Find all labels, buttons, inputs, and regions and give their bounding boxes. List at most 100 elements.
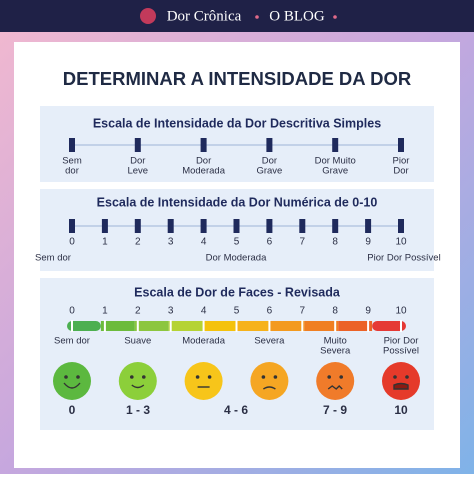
number: 9: [365, 306, 371, 317]
face: [53, 362, 91, 400]
tick: [400, 320, 402, 332]
face: [184, 362, 223, 400]
eye: [64, 375, 68, 379]
dot: [255, 15, 259, 19]
number: 3: [168, 237, 174, 248]
eye: [273, 375, 278, 379]
scale-title: Escala de Intensidade da Dor Numérica de…: [97, 195, 378, 209]
label: Sem dor: [35, 253, 71, 264]
tick: [202, 320, 205, 332]
label: Dor Muito: [315, 156, 356, 167]
scale-segment: [372, 321, 406, 331]
number: 0: [69, 306, 75, 317]
eye: [207, 375, 212, 379]
tick: [69, 219, 75, 233]
blog: O BLOG: [269, 8, 325, 24]
eye: [142, 375, 146, 379]
tick: [200, 219, 207, 233]
tick: [69, 138, 75, 152]
eye: [393, 375, 397, 379]
tick: [334, 320, 337, 332]
number: 10: [395, 306, 407, 317]
tick: [71, 320, 73, 332]
tick: [169, 320, 172, 332]
tick: [266, 138, 273, 152]
label: Dor: [196, 156, 211, 167]
face: [250, 362, 289, 400]
scale-segment: [304, 321, 339, 331]
eye: [76, 375, 80, 379]
label: Pior Dor: [384, 336, 419, 347]
scale-segment: [270, 321, 305, 331]
scale-segment: [236, 321, 271, 331]
number: 6: [267, 237, 273, 248]
tick: [332, 138, 339, 152]
number: 4: [201, 237, 207, 248]
eye: [339, 375, 344, 379]
scale-title: Escala de Dor de Faces - Revisada: [134, 285, 341, 299]
number: 7: [300, 306, 306, 317]
mouth: [263, 386, 276, 390]
tick: [134, 219, 141, 233]
label: Moderada: [182, 336, 225, 347]
header-bar: [0, 0, 474, 32]
label: Grave: [322, 166, 348, 177]
label: Sem dor: [54, 336, 90, 347]
tick: [235, 320, 238, 332]
tick: [332, 219, 339, 233]
tick: [398, 219, 404, 233]
label: Dor: [393, 166, 408, 177]
tick: [301, 320, 304, 332]
title: DETERMINAR A INTENSIDADE DA DOR: [63, 68, 411, 89]
label: Dor: [130, 156, 145, 167]
mouth: [131, 384, 145, 389]
panel: [40, 106, 434, 182]
mouth: [63, 382, 81, 389]
tick: [167, 219, 174, 233]
tick: [367, 320, 370, 332]
scale-segment: [338, 321, 373, 331]
number: 6: [267, 306, 273, 317]
tick: [134, 138, 141, 152]
score: 1 - 3: [126, 403, 150, 417]
eye: [130, 375, 134, 379]
face: [382, 362, 420, 400]
eye: [327, 375, 332, 379]
brand: Dor Crônica: [167, 8, 242, 24]
number: 7: [300, 237, 306, 248]
number: 8: [332, 237, 338, 248]
number: 10: [395, 237, 407, 248]
label: Dor Moderada: [206, 253, 267, 264]
tick: [299, 219, 306, 233]
tick: [103, 320, 106, 332]
mouth: [327, 385, 343, 390]
number: 9: [365, 237, 371, 248]
label: Leve: [127, 166, 148, 177]
scale-segment: [168, 321, 203, 331]
tick: [136, 320, 139, 332]
scale-segment: [67, 321, 101, 331]
dot: [333, 15, 337, 19]
number: 5: [234, 237, 240, 248]
face: [316, 362, 355, 400]
label: Suave: [124, 336, 151, 347]
scale-segment: [202, 321, 237, 331]
number: 2: [135, 237, 141, 248]
number: 2: [135, 306, 141, 317]
label: dor: [65, 166, 79, 177]
face: [118, 362, 157, 400]
eye: [261, 375, 266, 379]
tick: [365, 219, 372, 233]
label: Muito: [324, 336, 347, 347]
scale-segment: [134, 321, 169, 331]
label: Severa: [320, 346, 351, 357]
label: Pior Dor Possível: [367, 253, 440, 264]
label: Moderada: [182, 166, 225, 177]
number: 0: [69, 237, 75, 248]
tick: [266, 219, 273, 233]
panel: [40, 278, 434, 430]
logo: [140, 8, 156, 24]
tick: [398, 138, 404, 152]
number: 4: [201, 306, 207, 317]
label: Possível: [383, 346, 419, 357]
